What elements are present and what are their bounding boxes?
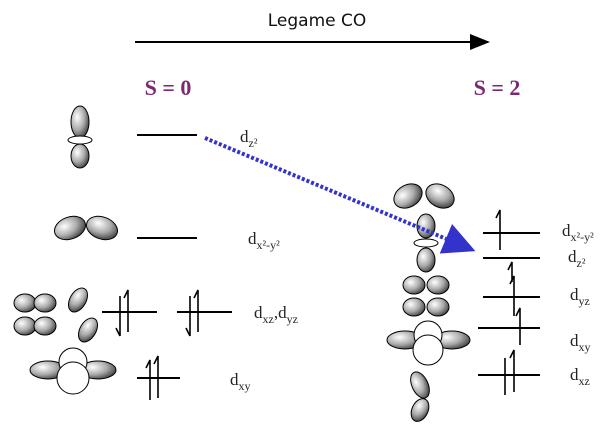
state-label: S = 0	[145, 75, 192, 100]
levels-right	[478, 210, 540, 395]
orbital-dxy	[30, 348, 116, 394]
orbital-label: dxy	[230, 370, 251, 393]
orbital-label: dyz	[570, 285, 590, 308]
orbital-label: dx²-y²	[248, 229, 280, 252]
orbital-dz2	[68, 106, 92, 168]
orbital-label: dxz	[570, 365, 590, 388]
levels-left	[102, 135, 232, 400]
orbital-label: dxz,dyz	[254, 303, 298, 326]
title: Legame CO	[268, 11, 367, 31]
diagram: Legame CO S = 0 S = 2	[0, 0, 614, 425]
orbital-dxz-dyz	[14, 285, 101, 346]
orbital-dx2y2	[51, 212, 121, 244]
state-label: S = 2	[474, 75, 521, 100]
orbital-label: dz²	[240, 127, 258, 150]
orbital-label: dz²	[568, 247, 586, 270]
orbital-label: dx²-y²	[562, 221, 594, 244]
orbital-label: dxy	[570, 331, 591, 354]
orbitals-right	[387, 179, 470, 424]
page: Legame CO S = 0 S = 2	[0, 0, 614, 425]
